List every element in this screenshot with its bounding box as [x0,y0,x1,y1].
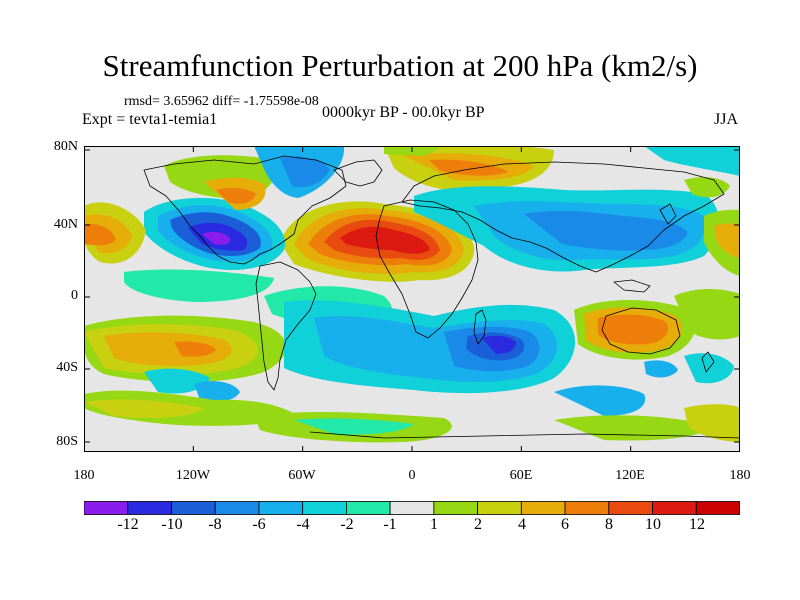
contour-region [84,223,116,246]
contour-region [84,399,204,418]
australia-outline [601,307,681,355]
contour-region [644,146,740,176]
contour-region [714,223,740,258]
colorbar-label: 1 [430,516,438,533]
south-america-outline [255,261,317,391]
y-tick-label: 0 [71,288,78,303]
contour-region [104,332,232,366]
contour-region [524,210,688,251]
x-tick-label: 120W [175,468,211,483]
colorbar-label: -1 [383,516,397,533]
contour-region [124,269,274,302]
japan-outline [659,203,677,225]
contour-region [684,404,740,442]
contour-region [216,187,256,204]
colorbar-label: -12 [117,516,139,533]
contour-region [144,368,210,394]
colorbar-box [214,501,260,515]
contour-region [174,341,216,357]
x-tick-label: 180 [729,468,751,483]
contour-region [340,226,430,254]
x-tick-label: 60E [509,468,533,483]
colorbar-label: 10 [645,516,661,533]
x-tick-label: 0 [408,468,416,483]
colorbar-label: -2 [340,516,354,533]
colorbar-label: -10 [161,516,183,533]
colorbar-box [608,501,653,515]
chart-title: Streamfunction Perturbation at 200 hPa (… [102,48,698,83]
coastlines [143,155,740,439]
contour-region [684,177,730,198]
y-tick-label: 80N [53,139,78,154]
colorbar-label: 6 [561,516,569,533]
season-label: JJA [714,111,739,128]
contour-region [429,159,509,176]
antarctica-outline [309,431,740,439]
colorbar-label: 8 [605,516,613,533]
contour-region [554,385,646,416]
y-tick-label: 80S [56,434,78,449]
contour-region [280,156,330,188]
x-tick-label: 120E [615,468,645,483]
contour-region [674,289,740,340]
contour-field [84,146,740,452]
contour-region [598,314,668,345]
colorbar-box [652,501,697,515]
axis-ticks [84,146,740,452]
colorbar-box [345,501,391,515]
colorbar-box [695,501,740,515]
colorbar [84,501,740,515]
africa-outline [375,199,479,339]
streamfunction-map [84,146,740,452]
madagascar-outline [473,309,487,345]
x-tick-label: 60W [288,468,316,483]
contour-region [294,418,414,435]
colorbar-label: -4 [296,516,310,533]
colorbar-label: 4 [518,516,526,533]
stats-text: rmsd= 3.65962 diff= -1.75598e-08 [124,94,319,109]
north-america-outline [143,155,347,265]
eurasia-outline [401,161,725,273]
colorbar-label: 12 [689,516,705,533]
contour-region [644,360,678,378]
colorbar-box [477,501,522,515]
contour-region [194,381,240,402]
colorbar-box [84,501,129,515]
colorbar-box [171,501,216,515]
contour-region [384,146,444,156]
x-tick-label: 180 [73,468,95,483]
y-tick-label: 40S [56,360,78,375]
maritime-continent-outline [613,279,651,293]
contour-region [202,231,231,245]
colorbar-box [520,501,566,515]
y-tick-label: 40N [53,217,78,232]
colorbar-box [564,501,610,515]
colorbar-box [127,501,172,515]
colorbar-label: -8 [208,516,222,533]
colorbar-box [389,501,435,515]
colorbar-box [433,501,478,515]
colorbar-label: -6 [252,516,266,533]
colorbar-label: 2 [474,516,482,533]
colorbar-box [302,501,347,515]
contour-region [482,335,516,354]
greenland-outline [333,159,383,187]
new-zealand-outline [701,351,715,373]
experiment-label: Expt = tevta1-temia1 [82,111,218,128]
period-label: 0000kyr BP - 00.0kyr BP [322,104,485,121]
colorbar-box [258,501,304,515]
